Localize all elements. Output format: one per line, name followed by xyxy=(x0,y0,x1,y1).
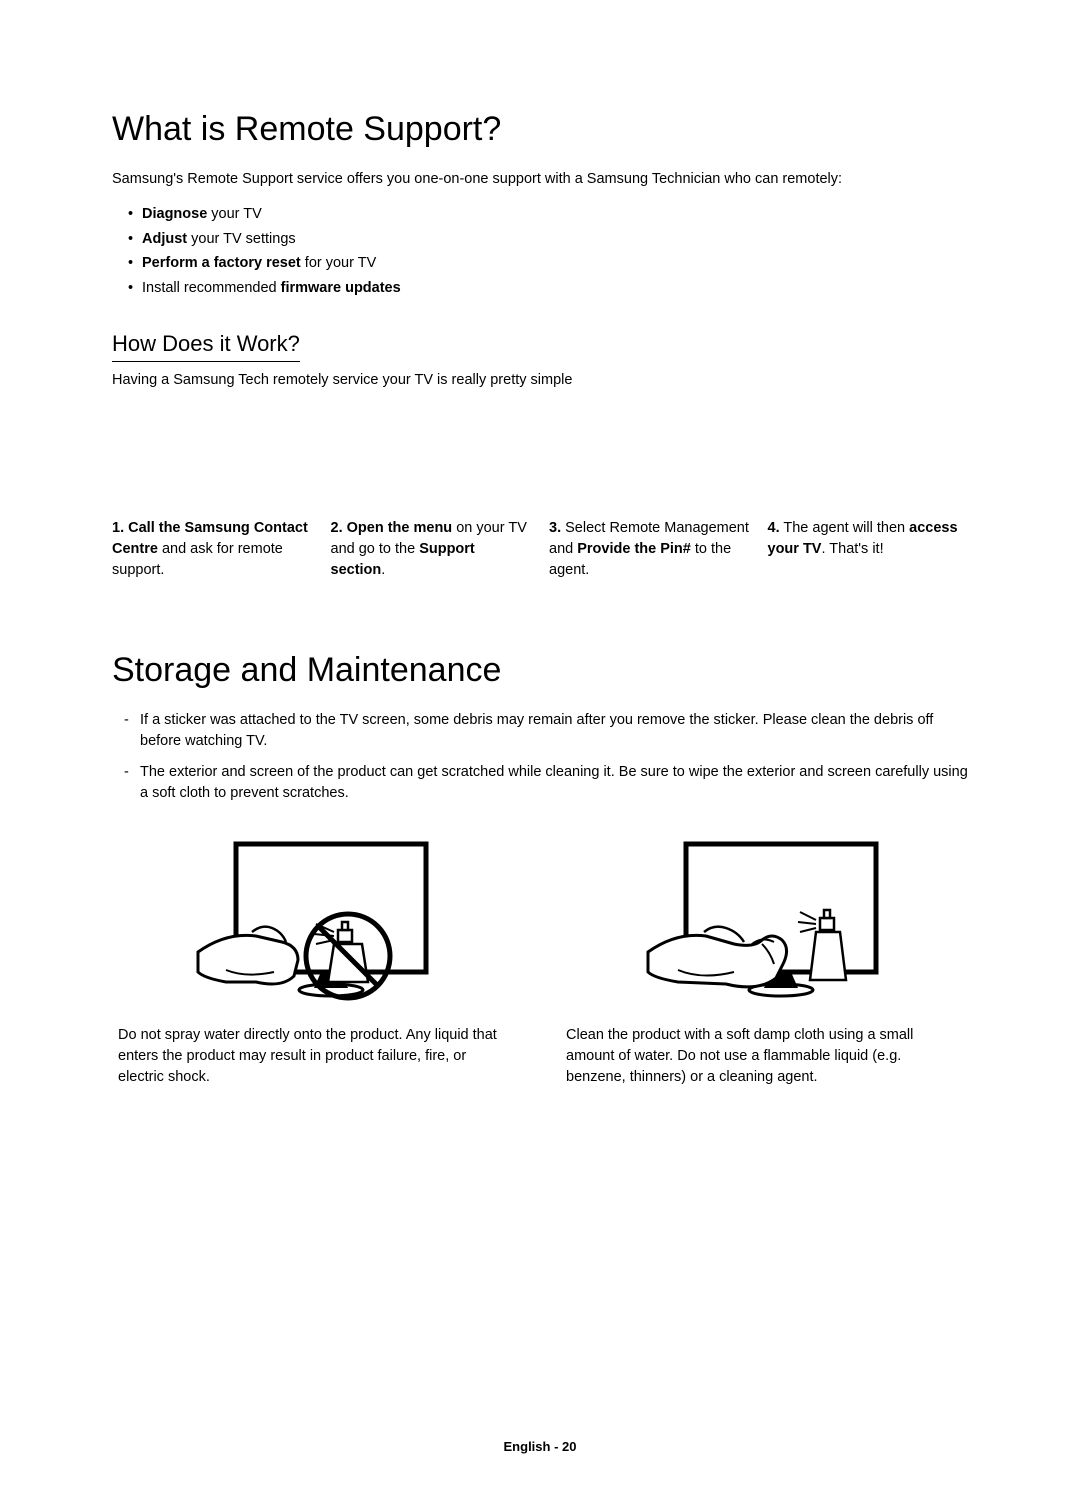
how-it-works-heading: How Does it Work? xyxy=(112,331,300,362)
step-number: 2. xyxy=(331,520,343,536)
list-item: Adjust your TV settings xyxy=(128,227,968,252)
page-footer: English - 20 xyxy=(0,1439,1080,1454)
illustration-caption: Do not spray water directly onto the pro… xyxy=(112,1025,520,1088)
tv-clean-cloth-icon xyxy=(560,832,968,1007)
list-item: The exterior and screen of the product c… xyxy=(124,762,968,804)
step-4: 4. The agent will then access your TV. T… xyxy=(768,518,969,581)
step-1: 1. Call the Samsung Contact Centre and a… xyxy=(112,518,313,581)
illustration-do-not-spray: Do not spray water directly onto the pro… xyxy=(112,832,520,1103)
illustration-row: Do not spray water directly onto the pro… xyxy=(112,832,968,1103)
steps-row: 1. Call the Samsung Contact Centre and a… xyxy=(112,518,968,581)
section1-intro: Samsung's Remote Support service offers … xyxy=(112,169,968,190)
section1-title: What is Remote Support? xyxy=(112,110,968,149)
step-text: Open the menu on your TV and go to the S… xyxy=(331,520,527,578)
storage-notes-list: If a sticker was attached to the TV scre… xyxy=(112,710,968,804)
list-item: Perform a factory reset for your TV xyxy=(128,251,968,276)
list-item: If a sticker was attached to the TV scre… xyxy=(124,710,968,752)
document-page: What is Remote Support? Samsung's Remote… xyxy=(0,0,1080,1494)
tv-spray-prohibited-icon xyxy=(112,832,520,1007)
step-text: The agent will then access your TV. That… xyxy=(768,520,958,557)
how-it-works-subtext: Having a Samsung Tech remotely service y… xyxy=(112,372,968,388)
step-text: Select Remote Management and Provide the… xyxy=(549,520,749,578)
step-2: 2. Open the menu on your TV and go to th… xyxy=(331,518,532,581)
remote-support-capabilities-list: Diagnose your TV Adjust your TV settings… xyxy=(112,202,968,301)
illustration-clean-with-cloth: Clean the product with a soft damp cloth… xyxy=(560,832,968,1103)
section2-title: Storage and Maintenance xyxy=(112,651,968,690)
list-item: Install recommended firmware updates xyxy=(128,276,968,301)
step-number: 1. xyxy=(112,520,124,536)
step-3: 3. Select Remote Management and Provide … xyxy=(549,518,750,581)
step-number: 3. xyxy=(549,520,561,536)
step-text: Call the Samsung Contact Centre and ask … xyxy=(112,520,308,578)
illustration-caption: Clean the product with a soft damp cloth… xyxy=(560,1025,968,1088)
list-item: Diagnose your TV xyxy=(128,202,968,227)
step-number: 4. xyxy=(768,520,780,536)
